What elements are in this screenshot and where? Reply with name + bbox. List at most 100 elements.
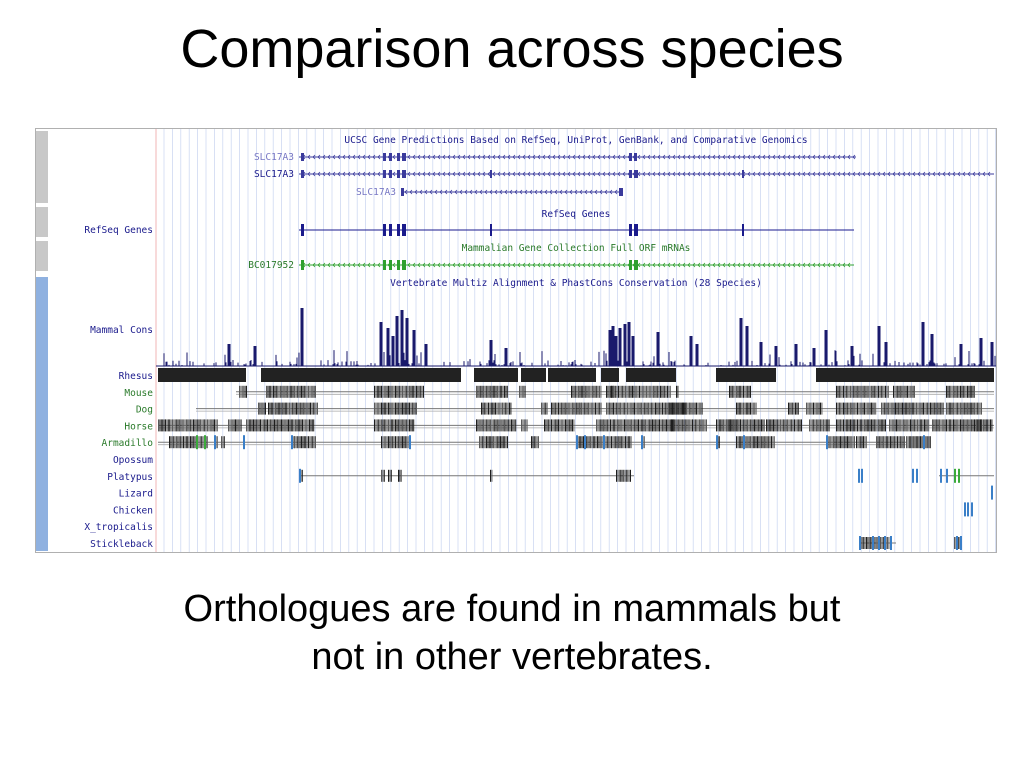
ucsc-gene-2-chevron [417, 171, 421, 177]
ucsc-gene-1-exon [629, 153, 632, 161]
ucsc-gene-1-chevron [757, 154, 761, 160]
alignment-block [657, 385, 659, 398]
alignment-block [978, 419, 980, 432]
ucsc-gene-1-chevron [337, 154, 341, 160]
alignment-block [917, 402, 919, 415]
alignment-block [181, 436, 183, 449]
ucsc-gene-3-chevron [529, 189, 533, 195]
alignment-block [304, 402, 306, 415]
species-label-dog: Dog [136, 405, 153, 416]
alignment-block [374, 419, 375, 432]
mrna-gene-chevron [692, 262, 696, 268]
alignment-block [509, 419, 511, 432]
alignment-block [221, 436, 222, 449]
alignment-block [897, 419, 899, 432]
alignment-block [677, 402, 679, 415]
alignment-block [965, 385, 967, 398]
alignment-block [857, 436, 859, 449]
alignment-block [729, 385, 730, 398]
alignment-block [653, 385, 654, 398]
alignment-block [954, 385, 956, 398]
alignment-block [302, 385, 304, 398]
ucsc-gene-2-chevron [327, 171, 331, 177]
alignment-block [615, 402, 617, 415]
mrna-gene-chevron [532, 262, 536, 268]
alignment-block [390, 436, 392, 449]
alignment-block [272, 419, 274, 432]
alignment-block [291, 402, 293, 415]
genome-browser-tracks: UCSC Gene Predictions Based on RefSeq, U… [36, 129, 996, 552]
alignment-block [603, 419, 604, 432]
alignment-block [402, 385, 403, 398]
mrna-gene-chevron [422, 262, 426, 268]
mrna-gene-chevron [357, 262, 361, 268]
alignment-block [567, 402, 569, 415]
ucsc-gene-1-chevron [637, 154, 641, 160]
alignment-block [912, 419, 914, 432]
alignment-block [865, 419, 867, 432]
alignment-block [816, 368, 994, 382]
alignment-block [611, 436, 612, 449]
mrna-gene-chevron [552, 262, 556, 268]
alignment-block [848, 419, 850, 432]
alignment-block [716, 419, 717, 432]
alignment-block [922, 419, 924, 432]
alignment-block [632, 385, 633, 398]
alignment-block [880, 436, 882, 449]
ucsc-gene-2-chevron [812, 171, 816, 177]
ucsc-gene-1-chevron [722, 154, 726, 160]
alignment-block [920, 436, 921, 449]
ucsc-gene-1-chevron [497, 154, 501, 160]
alignment-block [608, 419, 610, 432]
alignment-block [616, 385, 618, 398]
alignment-block [295, 385, 297, 398]
refseq-gene-exon [629, 224, 632, 236]
mrna-gene-chevron [522, 262, 526, 268]
mrna-gene-chevron [777, 262, 781, 268]
alignment-block [871, 402, 872, 415]
alignment-block [385, 385, 387, 398]
alignment-block [794, 419, 795, 432]
mrna-gene-chevron [707, 262, 711, 268]
alignment-block [864, 436, 866, 449]
alignment-block [747, 419, 748, 432]
alignment-block [381, 419, 382, 432]
alignment-block [901, 385, 903, 398]
alignment-block [673, 419, 674, 432]
alignment-block [288, 385, 290, 398]
alignment-block [696, 402, 697, 415]
alignment-block [703, 419, 705, 432]
alignment-block [499, 385, 501, 398]
alignment-block [389, 402, 391, 415]
ucsc-gene-3-exon [401, 188, 404, 196]
alignment-block [551, 419, 552, 432]
alignment-block [269, 402, 271, 415]
ucsc-gene-2-chevron [887, 171, 891, 177]
alignment-block [639, 385, 640, 398]
alignment-block [653, 402, 655, 415]
alignment-block [390, 385, 392, 398]
alignment-block [656, 402, 658, 415]
ucsc-gene-2-chevron [657, 171, 661, 177]
alignment-block [563, 419, 565, 432]
alignment-block [727, 419, 729, 432]
alignment-block [624, 469, 626, 482]
alignment-block [905, 419, 907, 432]
alignment-block [628, 469, 630, 482]
alignment-block [673, 402, 675, 415]
alignment-block [836, 402, 837, 415]
alignment-block [850, 402, 851, 415]
ucsc-gene-1-chevron [472, 154, 476, 160]
alignment-block [622, 436, 624, 449]
alignment-block [668, 402, 669, 415]
alignment-block [979, 402, 981, 415]
alignment-block [864, 402, 865, 415]
alignment-block [837, 402, 839, 415]
alignment-block [271, 385, 273, 398]
alignment-block [865, 385, 867, 398]
alignment-block [782, 419, 784, 432]
mrna-gene-chevron [672, 262, 676, 268]
alignment-block [260, 419, 261, 432]
alignment-block [165, 419, 166, 432]
alignment-block [502, 419, 504, 432]
